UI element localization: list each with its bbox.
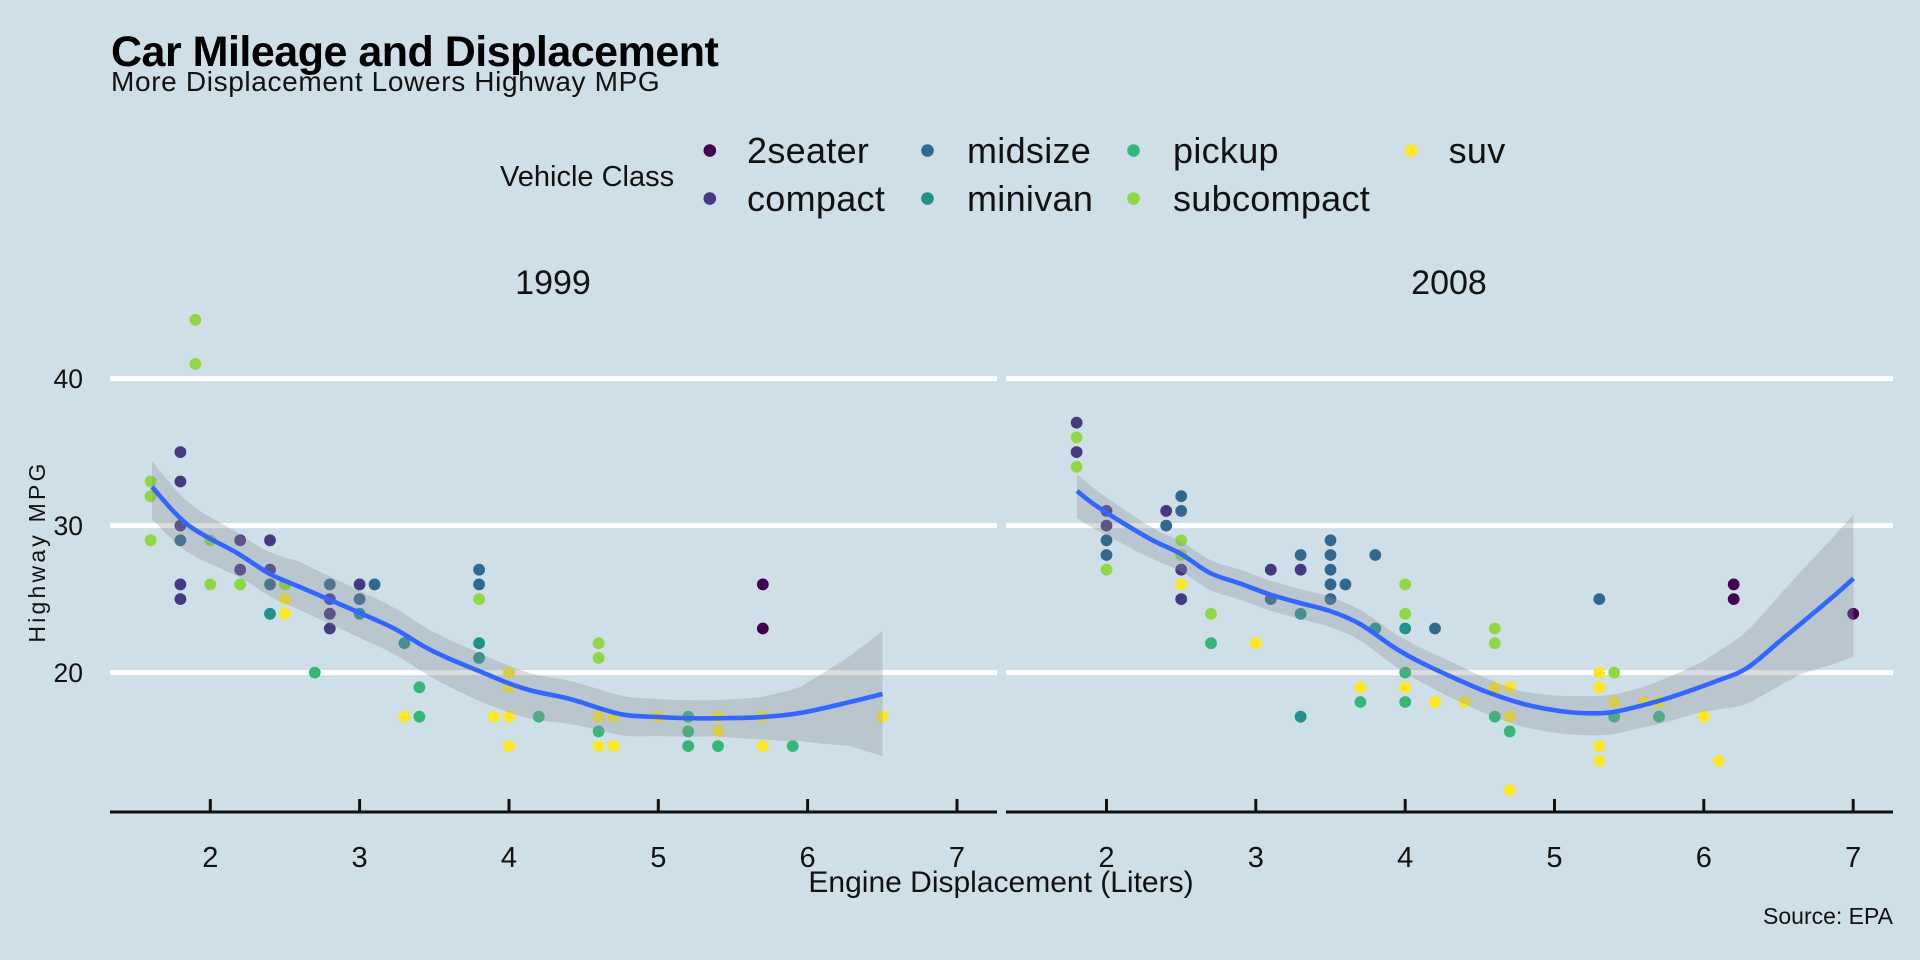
svg-text:2: 2 (202, 842, 218, 874)
svg-text:40: 40 (54, 364, 83, 394)
svg-text:Source: EPA: Source: EPA (1763, 903, 1894, 929)
svg-text:3: 3 (1248, 842, 1264, 874)
svg-text:subcompact: subcompact (1173, 178, 1370, 219)
svg-text:compact: compact (747, 178, 885, 219)
svg-text:5: 5 (1546, 842, 1562, 874)
svg-text:Car Mileage and Displacement: Car Mileage and Displacement (111, 28, 718, 76)
svg-text:pickup: pickup (1173, 130, 1279, 171)
svg-text:7: 7 (1845, 842, 1861, 874)
svg-text:1999: 1999 (515, 264, 591, 302)
svg-text:2008: 2008 (1411, 264, 1487, 302)
svg-text:More Displacement Lowers Highw: More Displacement Lowers Highway MPG (111, 66, 660, 97)
svg-text:30: 30 (54, 511, 83, 541)
svg-text:4: 4 (1397, 842, 1413, 874)
svg-text:Vehicle Class: Vehicle Class (500, 161, 674, 193)
svg-text:6: 6 (800, 842, 816, 874)
svg-text:Engine Displacement (Liters): Engine Displacement (Liters) (808, 866, 1193, 899)
svg-text:2seater: 2seater (747, 130, 869, 171)
svg-text:2: 2 (1098, 842, 1114, 874)
svg-text:midsize: midsize (967, 130, 1091, 171)
svg-text:4: 4 (501, 842, 517, 874)
svg-text:3: 3 (352, 842, 368, 874)
svg-text:7: 7 (949, 842, 965, 874)
svg-text:suv: suv (1449, 130, 1506, 171)
svg-text:minivan: minivan (967, 178, 1093, 219)
svg-text:20: 20 (54, 658, 83, 688)
svg-text:6: 6 (1696, 842, 1712, 874)
svg-text:5: 5 (650, 842, 666, 874)
svg-text:Highway MPG: Highway MPG (24, 460, 50, 642)
